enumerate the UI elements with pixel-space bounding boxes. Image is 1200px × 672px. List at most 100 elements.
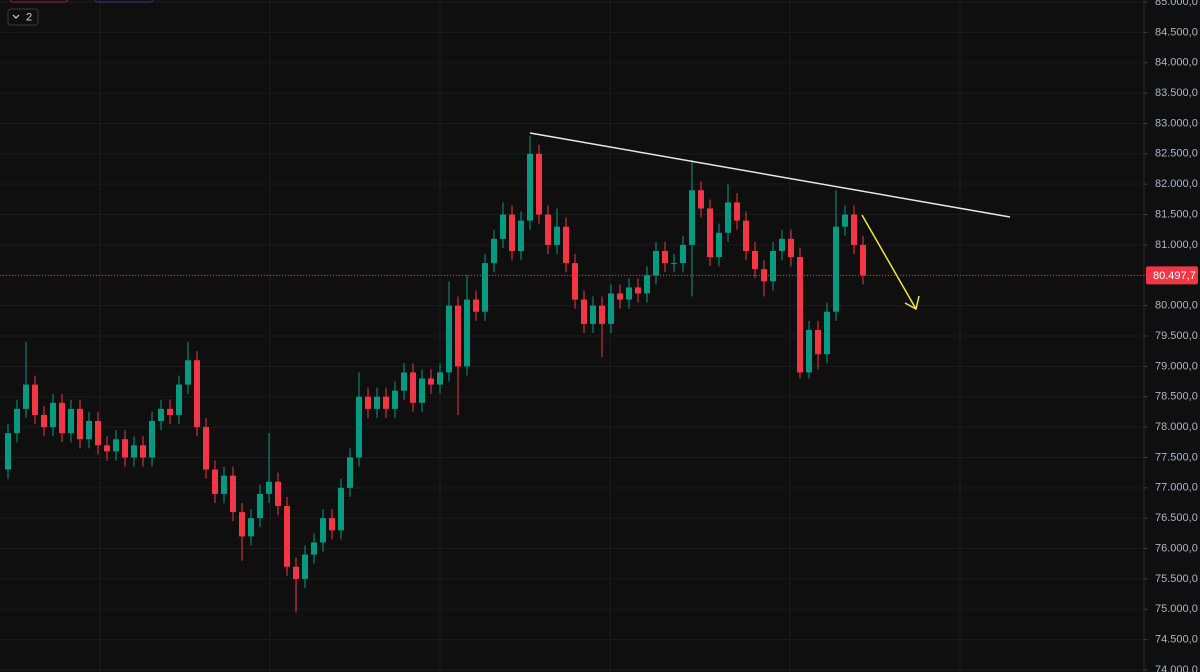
candle-body — [23, 384, 29, 409]
candle-body — [77, 408, 83, 440]
badge-count: 2 — [26, 11, 32, 23]
candle-body — [680, 244, 686, 264]
candle-body — [329, 518, 335, 531]
y-tick-label: 84.000,0 — [1155, 57, 1198, 69]
candle-body — [428, 378, 434, 385]
candle-body — [41, 414, 47, 428]
candle-body — [698, 190, 704, 209]
candle-body — [797, 257, 803, 373]
candle-body — [563, 226, 569, 264]
candle-body — [338, 487, 344, 531]
candle-body — [707, 208, 713, 258]
toolbar-button[interactable] — [94, 0, 154, 3]
candle-body — [266, 481, 272, 494]
candle-body — [410, 372, 416, 403]
candle-body — [392, 390, 398, 409]
candle-body — [365, 396, 371, 409]
y-tick-label: 80.000,0 — [1155, 300, 1198, 312]
candle-body — [437, 372, 443, 385]
candle-body — [167, 408, 173, 415]
candle-body — [527, 153, 533, 221]
toolbar-button[interactable] — [9, 0, 69, 3]
candle-body — [743, 220, 749, 251]
candle-body — [149, 421, 155, 458]
candle-body — [95, 421, 101, 446]
candle-body — [779, 238, 785, 251]
candle-body — [194, 360, 200, 428]
candle-body — [455, 305, 461, 367]
candle-body — [572, 263, 578, 300]
candle-body — [86, 421, 92, 440]
candle-body — [626, 287, 632, 300]
chevron — [12, 14, 20, 19]
last-price-label: 80.497,7 — [1153, 270, 1196, 282]
candle-body — [275, 481, 281, 507]
y-tick-label: 83.500,0 — [1155, 87, 1198, 99]
candle-body — [725, 202, 731, 233]
candles — [5, 135, 866, 613]
last-price-box — [1146, 266, 1198, 285]
candle-body — [716, 232, 722, 258]
candle-body — [68, 408, 74, 434]
candle-body — [851, 214, 857, 245]
candle-body — [806, 329, 812, 373]
candle-body — [635, 287, 641, 294]
candle-body — [761, 269, 767, 282]
y-tick-label: 85.000,0 — [1155, 0, 1198, 8]
candle-body — [185, 360, 191, 385]
y-tick-label: 74.000,0 — [1155, 664, 1198, 672]
candle-body — [383, 396, 389, 409]
candle-body — [131, 445, 137, 458]
badge[interactable] — [7, 8, 39, 26]
candle-body — [617, 293, 623, 300]
candle-body — [419, 378, 425, 403]
candle-body — [140, 445, 146, 458]
candle-body — [248, 518, 254, 537]
candle-body — [446, 305, 452, 373]
candle-body — [509, 214, 515, 251]
candle-body — [5, 433, 11, 470]
candle-body — [671, 263, 677, 265]
candle-body — [239, 512, 245, 537]
y-tick-label: 78.500,0 — [1155, 391, 1198, 403]
candle-body — [311, 542, 317, 555]
candle-body — [104, 445, 110, 452]
candle-body — [464, 299, 470, 367]
candle-body — [581, 299, 587, 324]
candle-body — [122, 439, 128, 458]
y-tick-label: 82.500,0 — [1155, 148, 1198, 160]
candle-body — [752, 250, 758, 270]
candle-body — [302, 554, 308, 579]
candle-body — [293, 566, 299, 579]
candle-body — [401, 372, 407, 391]
y-tick-label: 83.000,0 — [1155, 117, 1198, 129]
candle-body — [536, 153, 542, 215]
candle-body — [50, 402, 56, 428]
candle-body — [374, 396, 380, 409]
candle-body — [482, 263, 488, 312]
y-tick-label: 75.000,0 — [1155, 603, 1198, 615]
candle-body — [32, 384, 38, 415]
candle-body — [662, 250, 668, 264]
y-tick-label: 74.500,0 — [1155, 634, 1198, 646]
y-tick-label: 82.000,0 — [1155, 178, 1198, 190]
candle-body — [473, 299, 479, 312]
y-tick-label: 79.500,0 — [1155, 330, 1198, 342]
candle-body — [221, 475, 227, 494]
candle-body — [356, 396, 362, 458]
y-tick-label: 84.500,0 — [1155, 26, 1198, 38]
y-tick-label: 81.500,0 — [1155, 208, 1198, 220]
candle-body — [770, 250, 776, 282]
candle-body — [158, 408, 164, 422]
candle-body — [554, 226, 560, 245]
candle-body — [860, 244, 866, 276]
y-tick-label: 77.000,0 — [1155, 482, 1198, 494]
y-tick-label: 77.500,0 — [1155, 451, 1198, 463]
candle-body — [788, 238, 794, 258]
candle-body — [644, 275, 650, 294]
candle-body — [59, 402, 65, 434]
candle-body — [284, 506, 290, 567]
candle-body — [113, 439, 119, 452]
y-tick-label: 81.000,0 — [1155, 239, 1198, 251]
